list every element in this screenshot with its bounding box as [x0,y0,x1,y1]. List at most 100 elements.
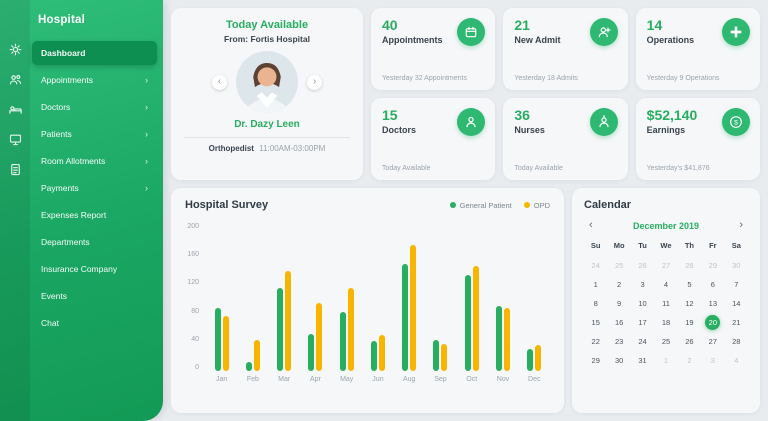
calendar-day[interactable]: 29 [591,356,600,365]
bar-general-patient[interactable] [496,305,503,371]
bar-general-patient[interactable] [214,308,221,371]
bar-group-feb: Feb [245,223,260,383]
calendar-day-selected[interactable]: 20 [705,315,721,330]
sidebar-item-patients[interactable]: Patients › [32,122,157,146]
calendar-day[interactable]: 28 [732,337,741,346]
bar-opd[interactable] [253,339,260,371]
calendar-day[interactable]: 7 [734,280,739,289]
calendar-day[interactable]: 22 [591,337,600,346]
calendar-day[interactable]: 30 [732,261,741,270]
sidebar-item-events[interactable]: Events [32,284,157,308]
calendar-day[interactable]: 31 [638,356,647,365]
bar-opd[interactable] [472,265,479,371]
calendar-day[interactable]: 13 [708,299,718,308]
calendar-day[interactable]: 2 [617,280,622,289]
calendar-day[interactable]: 26 [638,261,647,270]
users-icon[interactable] [8,72,23,87]
bar-opd[interactable] [535,345,542,371]
calendar-day[interactable]: 16 [614,318,624,327]
bar-opd[interactable] [222,315,229,371]
calendar-day[interactable]: 14 [732,299,741,308]
calendar-day[interactable]: 26 [685,337,694,346]
bar-general-patient[interactable] [402,263,409,371]
bar-general-patient[interactable] [464,274,471,371]
stat-value: 36 [514,107,530,123]
stat-card-operations[interactable]: 14 Operations Yesterday 9 Operations [635,8,760,90]
calendar-day[interactable]: 24 [591,261,600,270]
calendar-day[interactable]: 17 [638,318,647,327]
sidebar-item-payments[interactable]: Payments › [32,176,157,200]
calendar-prev-icon[interactable]: ‹ [589,219,593,231]
sidebar-item-departments[interactable]: Departments [32,230,157,254]
sidebar-item-insurance-company[interactable]: Insurance Company [32,257,157,281]
calendar-day[interactable]: 1 [663,356,669,365]
calendar-day[interactable]: 28 [685,261,694,270]
prev-doctor-button[interactable]: ‹ [212,74,227,90]
bar-opd[interactable] [378,335,385,371]
calendar-day[interactable]: 3 [710,356,715,365]
calendar-day[interactable]: 27 [661,261,671,270]
calendar-day[interactable]: 18 [661,318,671,327]
bar-group-apr: Apr [308,223,323,383]
sidebar-item-appointments[interactable]: Appointments › [32,68,157,92]
bar-opd[interactable] [410,245,417,371]
bar-opd[interactable] [504,308,511,371]
stat-card-earnings[interactable]: $52,140 Earnings Yesterday's $41,876 $ [635,98,760,180]
bar-opd[interactable] [316,302,323,371]
sidebar-item-dashboard[interactable]: Dashboard [32,41,157,65]
stat-card-appointments[interactable]: 40 Appointments Yesterday 32 Appointments [371,8,496,90]
calendar-day[interactable]: 5 [687,280,692,289]
bar-general-patient[interactable] [433,339,440,371]
calendar-day[interactable]: 23 [614,337,624,346]
bar-opd[interactable] [441,344,448,371]
next-doctor-button[interactable]: › [307,74,322,90]
bar-general-patient[interactable] [339,311,346,371]
calendar-day[interactable]: 24 [638,337,647,346]
calendar-day[interactable]: 12 [685,299,694,308]
calendar-day[interactable]: 4 [663,280,669,289]
sidebar-item-expenses-report[interactable]: Expenses Report [32,203,157,227]
stat-card-doctors[interactable]: 15 Doctors Today Available [371,98,496,180]
calendar-day[interactable]: 11 [662,299,670,308]
y-axis-tick: 80 [191,307,199,315]
bar-general-patient[interactable] [245,362,252,371]
bar-general-patient[interactable] [277,288,284,371]
stat-card-new-admit[interactable]: 21 New Admit Yesterday 18 Admits [503,8,628,90]
calendar-day[interactable]: 30 [614,356,624,365]
stat-card-nurses[interactable]: 36 Nurses Today Available [503,98,628,180]
calendar-day[interactable]: 29 [708,261,718,270]
bar-general-patient[interactable] [308,334,315,371]
patient-icon[interactable] [8,102,23,117]
calendar-day[interactable]: 25 [661,337,671,346]
calendar-day[interactable]: 19 [685,318,694,327]
calendar-day[interactable]: 27 [708,337,718,346]
bar-opd[interactable] [285,271,292,371]
calendar-day[interactable]: 25 [614,261,624,270]
calendar-day[interactable]: 2 [687,356,692,365]
calendar-day[interactable]: 3 [640,280,645,289]
calendar-day[interactable]: 4 [734,356,739,365]
calendar-day[interactable]: 6 [710,280,715,289]
sidebar-item-doctors[interactable]: Doctors › [32,95,157,119]
calendar-day[interactable]: 10 [638,299,647,308]
calendar-day[interactable]: 8 [593,299,598,308]
bar-general-patient[interactable] [370,341,377,371]
top-row: Today Available From: Fortis Hospital ‹ [171,8,760,180]
calendar-day[interactable]: 21 [732,318,741,327]
sidebar-item-room-allotments[interactable]: Room Allotments › [32,149,157,173]
doctor-card-subtitle: From: Fortis Hospital [224,34,310,44]
document-icon[interactable] [8,162,23,177]
sidebar-item-label: Events [41,291,67,301]
bar-general-patient[interactable] [527,348,534,371]
legend-label: General Patient [459,200,512,210]
monitor-icon[interactable] [8,132,23,147]
bar-group-nov: Nov [496,223,511,383]
calendar-day[interactable]: 15 [591,318,600,327]
sidebar-item-label: Payments [41,183,79,193]
calendar-next-icon[interactable]: › [739,219,743,231]
gear-icon[interactable] [8,42,23,57]
calendar-day[interactable]: 1 [593,280,598,289]
calendar-day[interactable]: 9 [617,299,622,308]
sidebar-item-chat[interactable]: Chat [32,311,157,335]
bar-opd[interactable] [347,288,354,371]
